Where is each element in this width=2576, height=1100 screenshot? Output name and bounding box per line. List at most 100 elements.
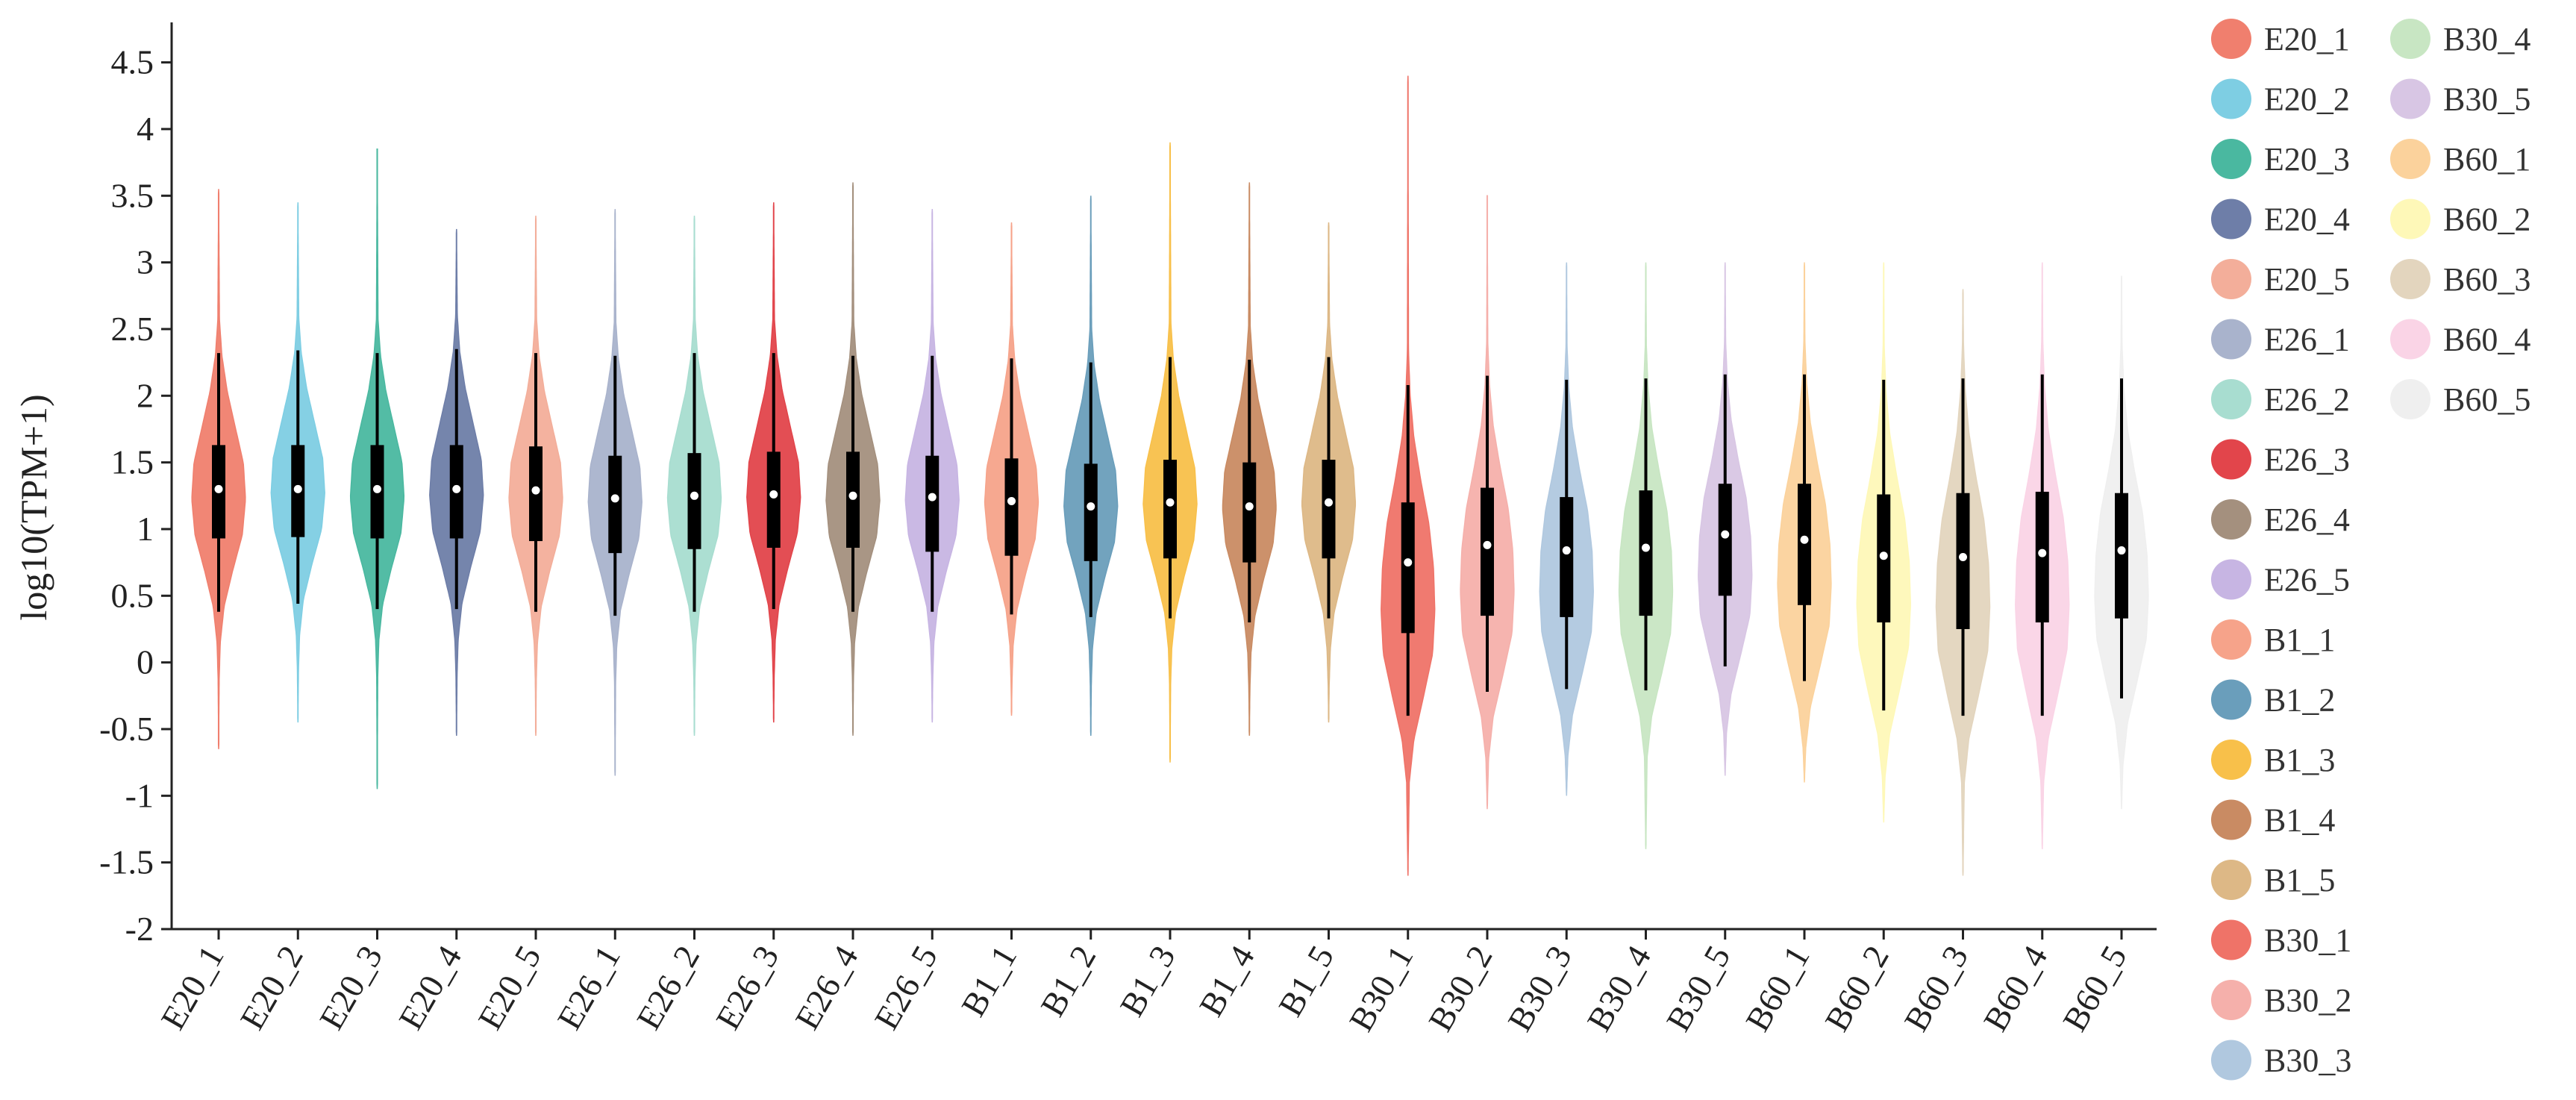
- legend-swatch: [2211, 919, 2251, 960]
- median-E20_4: [452, 484, 461, 493]
- legend-swatch: [2211, 799, 2251, 840]
- legend-swatch: [2390, 319, 2430, 360]
- legend-item: B1_3: [2211, 740, 2335, 780]
- x-tick-label: B1_2: [1033, 940, 1103, 1023]
- x-tick-label: B60_3: [1897, 940, 1976, 1038]
- legend-label: B1_3: [2264, 742, 2335, 778]
- legend-label: E26_2: [2264, 381, 2350, 418]
- y-tick-label: 1: [137, 510, 154, 548]
- x-tick-label: B30_4: [1580, 940, 1659, 1038]
- median-B60_1: [1800, 535, 1809, 544]
- median-E20_5: [531, 486, 540, 495]
- box-B1_1: [1004, 458, 1019, 556]
- median-E26_2: [690, 491, 698, 500]
- median-B1_2: [1087, 502, 1095, 511]
- legend-label: E26_1: [2264, 322, 2350, 358]
- legend-label: B1_1: [2264, 622, 2335, 658]
- legend-item: E26_4: [2211, 499, 2350, 540]
- median-E26_3: [769, 490, 778, 499]
- legend-item: E20_1: [2211, 19, 2350, 59]
- legend-item: B30_5: [2390, 78, 2530, 119]
- legend-item: B30_4: [2390, 19, 2530, 59]
- legend-label: B60_4: [2443, 322, 2530, 358]
- legend-label: B30_5: [2443, 81, 2530, 118]
- legend-swatch: [2211, 980, 2251, 1020]
- legend-swatch: [2211, 1040, 2251, 1081]
- box-B30_2: [1481, 487, 1494, 616]
- legend-swatch: [2211, 559, 2251, 600]
- legend-item: B1_1: [2211, 619, 2335, 660]
- median-B60_3: [1959, 552, 1967, 561]
- legend-label: B1_5: [2264, 862, 2335, 899]
- legend-item: B60_5: [2390, 379, 2530, 419]
- legend-item: B60_3: [2390, 259, 2530, 299]
- legend-label: E20_3: [2264, 141, 2350, 178]
- box-B1_5: [1322, 460, 1336, 559]
- legend-label: E20_1: [2264, 21, 2350, 57]
- x-tick-label: E26_5: [867, 940, 945, 1037]
- y-tick-label: 2.5: [111, 310, 154, 348]
- x-tick-label: E20_4: [391, 940, 469, 1037]
- y-tick-label: -1.5: [99, 843, 154, 881]
- legend-item: E20_4: [2211, 199, 2350, 240]
- median-B1_5: [1325, 498, 1333, 507]
- median-E20_2: [293, 484, 302, 493]
- legend-swatch: [2211, 439, 2251, 480]
- x-tick-label: B60_2: [1817, 940, 1896, 1038]
- legend-label: B60_2: [2443, 201, 2530, 238]
- x-tick-label: E20_2: [233, 940, 310, 1037]
- box-B60_5: [2115, 493, 2128, 619]
- legend-label: E26_5: [2264, 562, 2350, 599]
- median-B30_5: [1721, 530, 1730, 539]
- box-E26_5: [925, 455, 940, 552]
- y-tick-label: 4: [137, 110, 154, 148]
- legend: E20_1 E20_2 E20_3 E20_4 E20_5 E26_1 E26_2 E26_3…: [2211, 19, 2530, 1081]
- y-tick-label: 2: [137, 376, 154, 414]
- legend-item: B1_5: [2211, 860, 2335, 900]
- legend-label: E20_5: [2264, 261, 2350, 298]
- legend-label: E20_4: [2264, 201, 2350, 238]
- x-tick-label: B30_2: [1421, 940, 1500, 1038]
- box-layer: [212, 349, 2128, 716]
- median-B1_1: [1007, 496, 1016, 505]
- box-B30_3: [1560, 497, 1574, 617]
- box-B60_1: [1798, 484, 1811, 605]
- legend-label: B60_5: [2443, 381, 2530, 418]
- legend-item: B30_3: [2211, 1040, 2351, 1081]
- legend-item: E26_2: [2211, 379, 2350, 419]
- median-E26_4: [848, 491, 857, 500]
- median-E20_1: [214, 484, 223, 493]
- median-E26_5: [928, 493, 937, 501]
- x-tick-label: B1_1: [954, 940, 1024, 1023]
- legend-label: B30_1: [2264, 922, 2351, 959]
- x-tick-label: E26_2: [629, 940, 707, 1037]
- y-tick-label: -0.5: [99, 710, 154, 748]
- x-tick-label: E20_3: [312, 940, 390, 1037]
- x-axis: E20_1 E20_2 E20_3 E20_4 E20_5 E26_1 E26_2 E26_3…: [153, 928, 2157, 1038]
- legend-item: B60_2: [2390, 199, 2530, 240]
- legend-swatch: [2211, 78, 2251, 119]
- legend-label: B1_4: [2264, 802, 2335, 839]
- legend-item: E20_3: [2211, 139, 2350, 179]
- legend-item: B60_4: [2390, 319, 2530, 360]
- box-B30_4: [1639, 490, 1653, 616]
- legend-item: B30_2: [2211, 980, 2351, 1020]
- x-tick-label: B60_1: [1738, 940, 1817, 1038]
- legend-item: E26_5: [2211, 559, 2350, 600]
- box-B30_5: [1718, 484, 1732, 596]
- x-tick-label: E26_4: [787, 940, 865, 1037]
- box-B1_3: [1163, 460, 1177, 559]
- x-tick-label: E26_1: [550, 940, 628, 1037]
- legend-swatch: [2211, 139, 2251, 179]
- y-tick-label: 1.5: [111, 443, 154, 481]
- legend-swatch: [2211, 679, 2251, 720]
- median-B60_2: [1879, 551, 1888, 560]
- legend-label: B60_1: [2443, 141, 2530, 178]
- legend-label: B30_2: [2264, 982, 2351, 1019]
- legend-item: E26_3: [2211, 439, 2350, 480]
- median-B1_4: [1245, 502, 1254, 511]
- legend-item: E20_5: [2211, 259, 2350, 299]
- median-E20_3: [373, 484, 381, 493]
- legend-label: E20_2: [2264, 81, 2350, 118]
- legend-swatch: [2211, 619, 2251, 660]
